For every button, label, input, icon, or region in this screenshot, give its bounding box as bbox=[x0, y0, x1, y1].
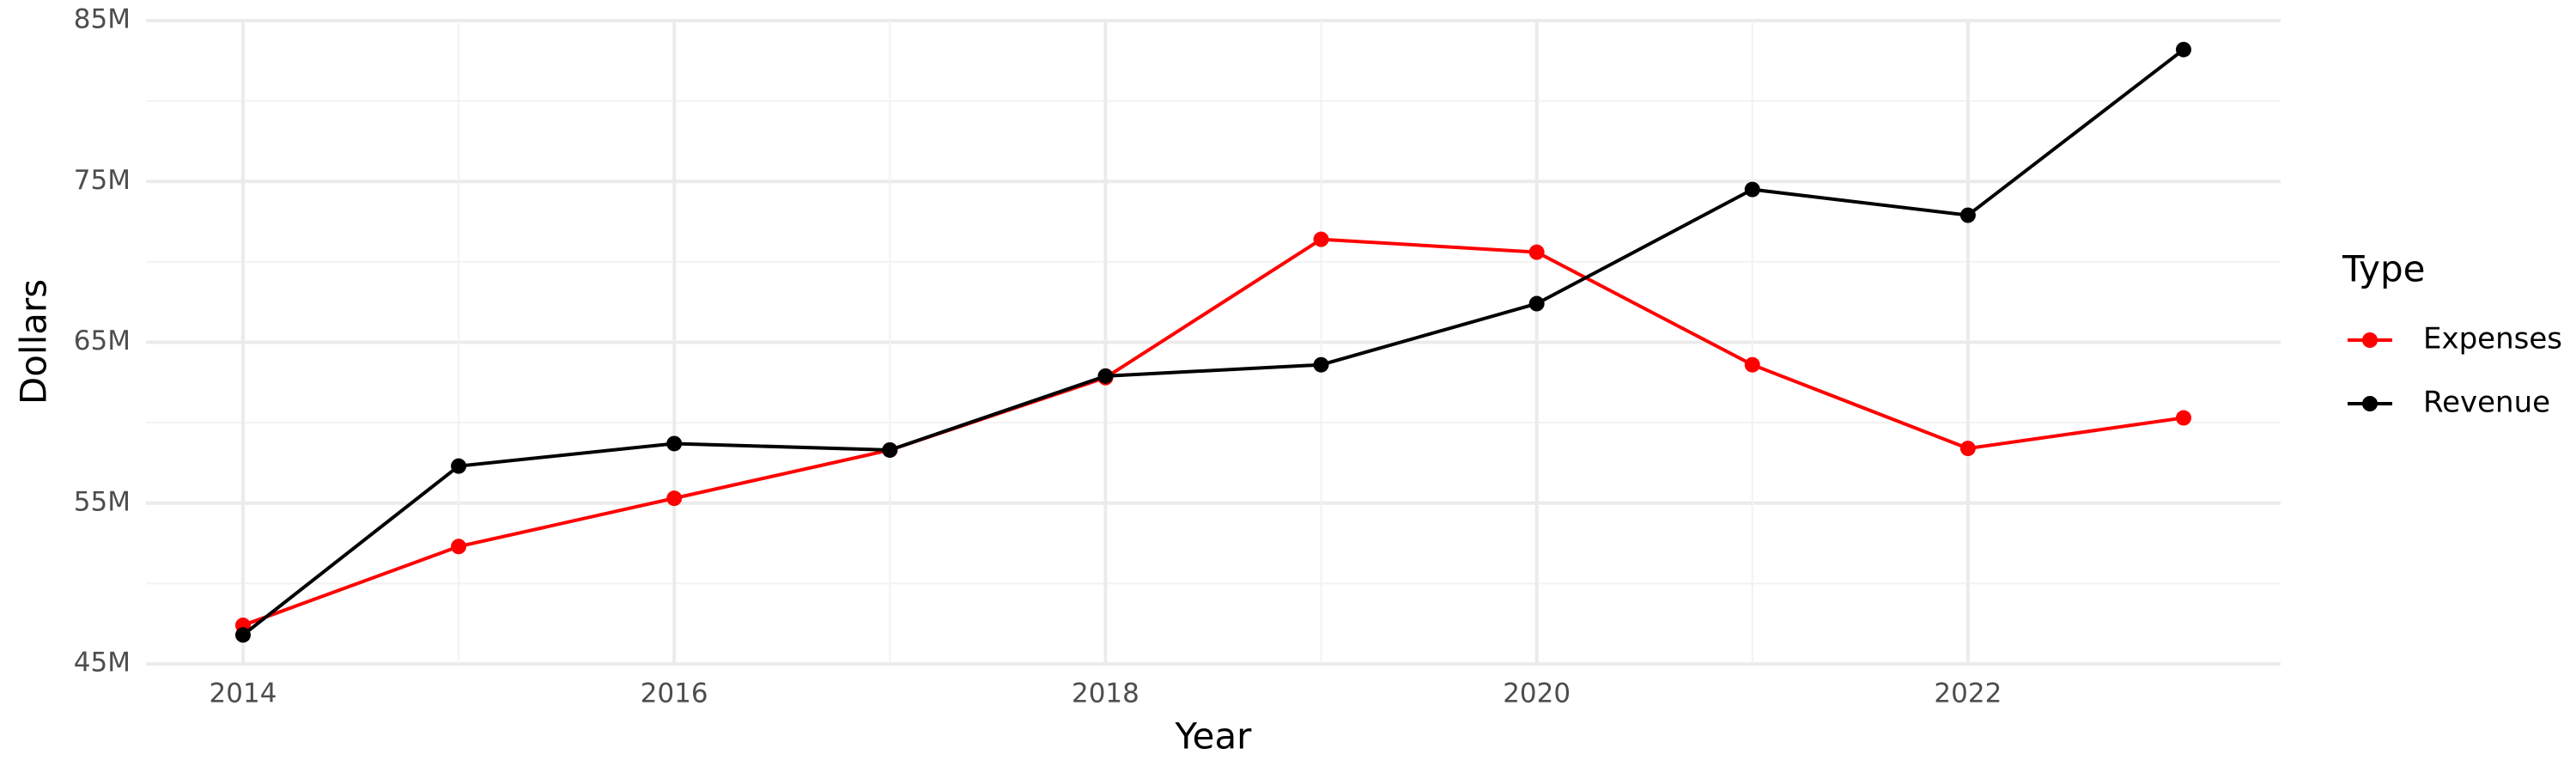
data-point bbox=[882, 441, 898, 458]
data-point bbox=[1528, 244, 1545, 260]
data-point bbox=[1744, 181, 1760, 198]
legend-point bbox=[2362, 332, 2378, 348]
x-axis-title: Year bbox=[1175, 715, 1253, 758]
y-tick-label: 65M bbox=[74, 326, 131, 356]
data-point bbox=[1097, 368, 1114, 384]
series-line bbox=[242, 237, 2184, 627]
x-tick-label: 2014 bbox=[210, 679, 277, 709]
x-tick-label: 2016 bbox=[641, 679, 708, 709]
data-point bbox=[666, 435, 683, 452]
y-tick-label: 55M bbox=[74, 486, 131, 517]
data-point bbox=[451, 539, 467, 555]
data-point bbox=[666, 490, 683, 507]
x-tick-label: 2022 bbox=[1934, 679, 2002, 709]
legend-title: Type bbox=[2342, 248, 2425, 290]
data-point bbox=[1744, 356, 1760, 373]
data-point bbox=[2176, 410, 2191, 426]
y-tick-label: 45M bbox=[74, 648, 131, 679]
x-tick-label: 2018 bbox=[1072, 679, 1139, 709]
data-point bbox=[451, 458, 467, 474]
data-point bbox=[1313, 231, 1329, 247]
legend-label: Revenue bbox=[2423, 386, 2550, 420]
y-tick-label: 75M bbox=[74, 165, 131, 196]
data-point bbox=[235, 627, 251, 643]
data-point bbox=[1959, 207, 1976, 223]
series-line bbox=[241, 48, 2185, 636]
legend-point bbox=[2362, 396, 2378, 411]
y-axis-title: Dollars bbox=[13, 279, 55, 405]
data-point bbox=[2176, 41, 2191, 58]
legend-label: Expenses bbox=[2423, 322, 2562, 356]
data-point bbox=[1313, 356, 1329, 373]
y-tick-label: 85M bbox=[74, 4, 131, 35]
data-point bbox=[1528, 295, 1545, 312]
data-point bbox=[1959, 441, 1976, 457]
x-tick-label: 2020 bbox=[1503, 679, 1571, 709]
